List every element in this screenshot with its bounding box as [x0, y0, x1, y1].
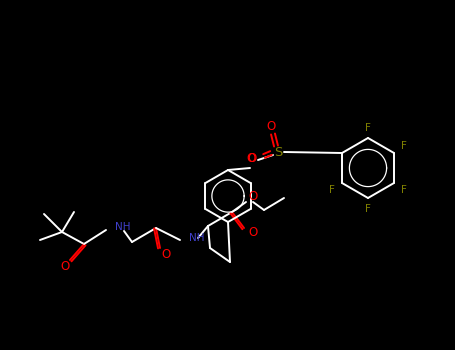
Text: F: F: [365, 123, 371, 133]
Text: S: S: [274, 146, 282, 159]
Text: O: O: [248, 190, 258, 203]
Text: O: O: [61, 260, 70, 273]
Text: O: O: [162, 247, 171, 260]
Text: O: O: [248, 226, 258, 239]
Text: NH: NH: [189, 233, 204, 243]
Text: O: O: [248, 153, 257, 166]
Text: NH: NH: [115, 222, 131, 232]
Text: O: O: [246, 153, 256, 166]
Text: F: F: [365, 204, 371, 214]
Text: F: F: [329, 185, 335, 195]
Text: O: O: [266, 120, 276, 133]
Text: F: F: [401, 185, 407, 195]
Text: F: F: [401, 141, 407, 151]
